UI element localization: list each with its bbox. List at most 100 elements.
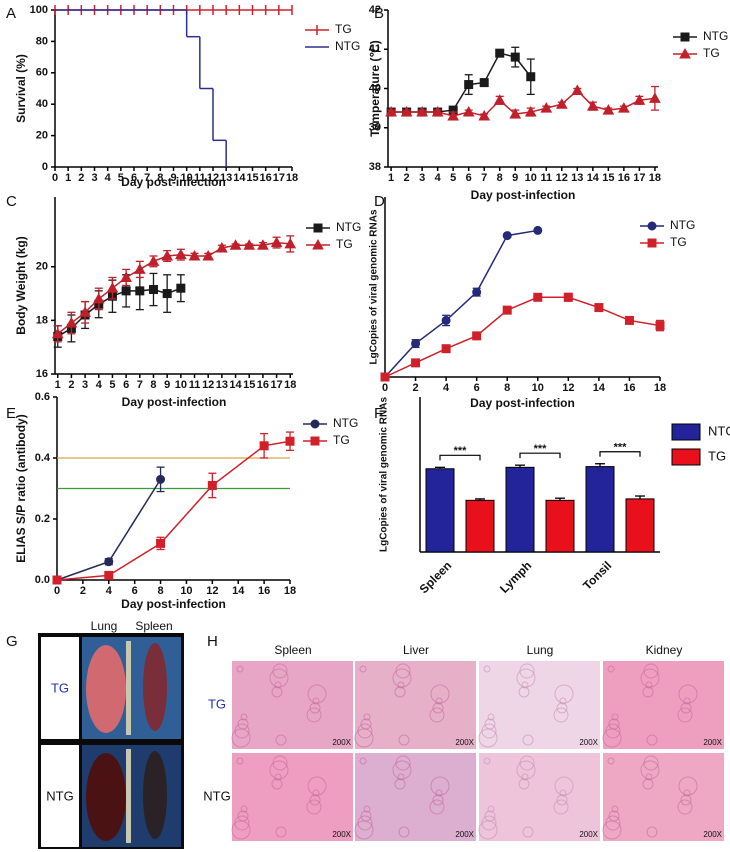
- y-tick-label: 0.6: [35, 391, 50, 403]
- legend-marker: [313, 223, 323, 233]
- point: [510, 52, 520, 62]
- tissue-texture: [357, 723, 373, 739]
- tissue-texture: [483, 757, 491, 765]
- x-tick-label: 5: [450, 172, 456, 184]
- y-tick-label: 20: [36, 261, 48, 273]
- legend-label: NTG: [670, 218, 695, 232]
- tissue-texture: [274, 773, 282, 781]
- x-tick-label: 9: [170, 172, 176, 184]
- tissue-texture: [357, 815, 373, 831]
- tissue-texture: [611, 805, 619, 813]
- point: [416, 106, 428, 117]
- tissue-texture: [484, 810, 496, 822]
- x-axis-label: Day post-infection: [122, 395, 227, 409]
- x-tick-label: Lymph: [497, 558, 534, 595]
- point: [65, 317, 78, 328]
- x-tick-label: 16: [258, 585, 270, 597]
- significance-label: ***: [614, 442, 628, 454]
- x-tick-label: 1: [388, 172, 394, 184]
- bar: [585, 466, 615, 553]
- legend-label: NTG: [708, 423, 730, 438]
- significance-bracket: [519, 452, 561, 459]
- point: [411, 358, 421, 368]
- point: [202, 249, 215, 261]
- x-tick-label: 6: [131, 172, 137, 184]
- y-tick-label: 0.4: [35, 452, 51, 464]
- tissue-texture: [274, 681, 282, 689]
- series-line: [56, 440, 291, 581]
- y-tick-label: 41: [369, 43, 381, 55]
- bar: [625, 498, 655, 553]
- tissue-texture: [429, 799, 445, 815]
- y-tick-label: 40: [36, 98, 48, 110]
- tissue-texture: [519, 663, 535, 679]
- y-axis-label: Body Weight (kg): [14, 236, 28, 334]
- magnification: 200X: [703, 738, 722, 747]
- lung-photo: [86, 645, 126, 733]
- x-tick-label: 7: [144, 172, 150, 184]
- tissue-texture: [487, 805, 495, 813]
- x-tick-label: 11: [194, 172, 206, 184]
- x-tick-label: 8: [504, 382, 510, 394]
- x-axis-label: Day post-infection: [121, 597, 226, 611]
- tissue-texture: [683, 789, 691, 797]
- x-tick-label: 5: [109, 379, 115, 391]
- legend-label: TG: [335, 22, 352, 36]
- tissue-texture: [236, 757, 244, 765]
- x-tick-label: 18: [284, 585, 296, 597]
- point: [478, 109, 491, 121]
- tissue-texture: [519, 755, 535, 771]
- y-tick-label: 38: [369, 161, 381, 173]
- panel-letter: G: [6, 633, 18, 650]
- x-tick-label: 12: [562, 382, 574, 394]
- magnification: 200X: [455, 830, 474, 839]
- tissue-texture: [275, 734, 287, 746]
- tissue-texture: [484, 718, 496, 730]
- x-axis-label: Day post-infection: [121, 175, 226, 189]
- tissue-texture: [553, 707, 569, 723]
- point: [411, 339, 421, 349]
- x-tick-label: 16: [618, 172, 630, 184]
- tissue-texture: [275, 826, 287, 838]
- y-tick-label: 80: [36, 35, 48, 47]
- y-tick-label: 18: [36, 314, 48, 326]
- point: [188, 249, 201, 261]
- point: [472, 287, 482, 297]
- tissue-texture: [306, 799, 322, 815]
- y-tick-label: 0: [42, 161, 48, 173]
- point: [479, 78, 489, 88]
- point: [618, 102, 630, 113]
- y-tick-label: 16: [36, 368, 48, 380]
- point: [624, 315, 634, 325]
- legend-marker: [310, 436, 320, 446]
- x-tick-label: 6: [132, 585, 138, 597]
- tissue-texture: [643, 755, 659, 771]
- series-line: [384, 229, 538, 378]
- tissue-texture: [363, 805, 371, 813]
- tissue-texture: [272, 755, 288, 771]
- series-line: [391, 89, 655, 117]
- tissue-texture: [398, 734, 410, 746]
- point: [655, 321, 665, 331]
- ruler: [126, 749, 131, 843]
- legend-marker: [679, 47, 691, 59]
- x-tick-label: 17: [633, 172, 645, 184]
- tissue-texture: [430, 684, 450, 704]
- x-tick-label: 12: [207, 172, 219, 184]
- tissue-texture: [363, 713, 371, 721]
- row-label-cell: [41, 637, 79, 739]
- series-line: [57, 241, 291, 335]
- point: [524, 106, 537, 117]
- tissue-texture: [608, 718, 620, 730]
- y-axis-label: LgCopies of viral genomic RNAs: [369, 209, 380, 364]
- legend-label: TG: [333, 433, 350, 447]
- magnification: 200X: [703, 830, 722, 839]
- micrograph: [479, 753, 600, 841]
- point: [174, 248, 187, 260]
- point: [156, 474, 166, 484]
- x-tick-label: 11: [540, 172, 552, 184]
- significance-label: ***: [534, 443, 548, 455]
- x-tick-label: 16: [260, 172, 272, 184]
- x-tick-label: 7: [137, 379, 143, 391]
